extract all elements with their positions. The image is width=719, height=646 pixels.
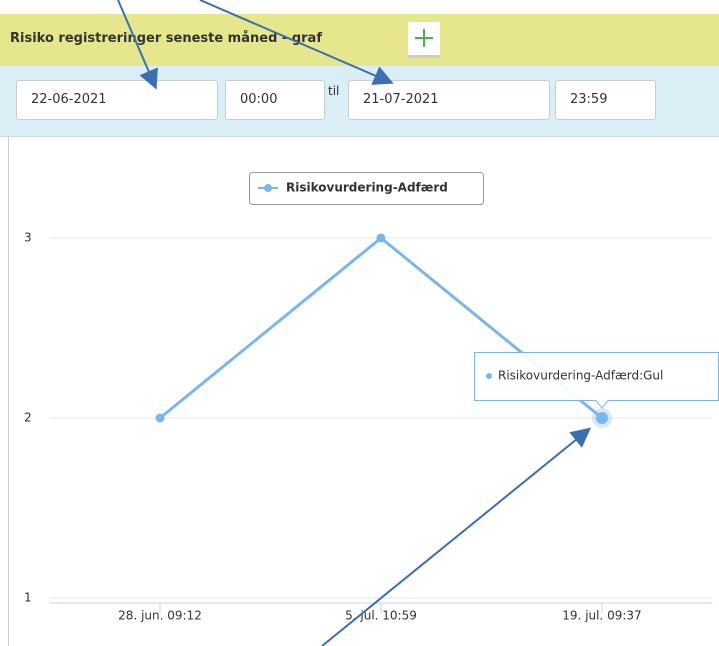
chart: 1 2 3 28. jun. 09:12 5. jul. 10:59 19. jul. 0… xyxy=(24,172,719,623)
separator: til xyxy=(328,84,340,98)
legend-symbol xyxy=(264,184,272,192)
to-date[interactable]: 21-07-2021 xyxy=(348,80,550,120)
y-tick-label: 3 xyxy=(24,231,32,245)
legend-box xyxy=(249,172,484,205)
x-tick-label: 28. jun. 09:12 xyxy=(118,609,202,623)
y-tick-label: 2 xyxy=(24,411,32,425)
point xyxy=(596,412,608,424)
x-tick-label: 19. jul. 09:37 xyxy=(562,609,641,623)
tooltip-text: Risikovurdering-Adfærd:Gul xyxy=(498,369,663,383)
plus-icon xyxy=(415,29,433,47)
from-date[interactable]: 22-06-2021 xyxy=(16,80,218,120)
to-time[interactable]: 23:59 xyxy=(555,80,656,120)
legend-label: Risikovurdering-Adfærd xyxy=(286,181,448,195)
from-time[interactable]: 00:00 xyxy=(225,80,325,120)
y-tick-label: 1 xyxy=(24,591,32,605)
header-title: Risiko registreringer seneste måned - gr… xyxy=(10,31,322,46)
point xyxy=(376,233,386,243)
header-bar: Risiko registreringer seneste måned - gr… xyxy=(0,14,719,66)
x-tick-label: 5. jul. 10:59 xyxy=(345,609,417,623)
tooltip-symbol xyxy=(486,373,492,379)
point xyxy=(155,413,165,423)
left-border xyxy=(8,137,9,646)
add-button[interactable] xyxy=(408,22,440,58)
